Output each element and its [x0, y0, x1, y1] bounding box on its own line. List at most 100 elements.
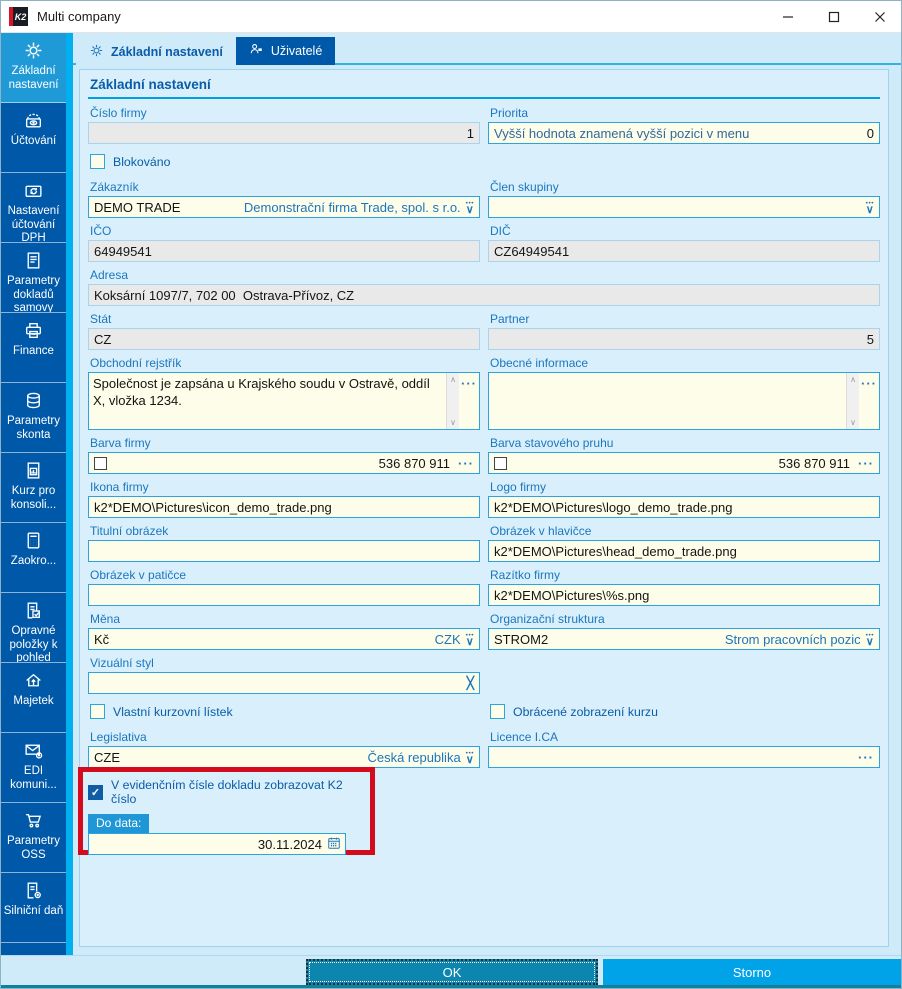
mena-field[interactable]: Kč CZK	[88, 628, 480, 650]
ellipsis-icon[interactable]	[861, 376, 877, 429]
lookup-icon[interactable]	[466, 201, 474, 214]
cash-icon	[1, 110, 66, 133]
calendar-icon[interactable]	[327, 836, 341, 853]
evidencni-cislo-checkbox[interactable]	[88, 784, 103, 800]
color-swatch[interactable]	[494, 456, 507, 470]
field-label: Organizační struktura	[490, 612, 605, 626]
priorita-field[interactable]: Vyšší hodnota znamená vyšší pozici v men…	[488, 122, 880, 144]
legislativa-field[interactable]: CZE Česká republika	[88, 746, 480, 768]
lookup-icon[interactable]	[466, 751, 474, 764]
sidebar-item-edi-komunikace[interactable]: EDI komuni...	[1, 733, 66, 803]
field-label: Stát	[90, 312, 112, 326]
storno-button[interactable]: Storno	[603, 959, 901, 985]
sidebar-item-zaokrouhleni[interactable]: Zaokro...	[1, 523, 66, 593]
minimize-button[interactable]	[765, 1, 811, 32]
field-label: IČO	[90, 224, 112, 238]
checkbox-label: Obrácené zobrazení kurzu	[513, 704, 658, 719]
razitko-firmy-field[interactable]: k2*DEMO\Pictures\%s.png	[488, 584, 880, 606]
sidebar-item-finance[interactable]: Finance	[1, 313, 66, 383]
titulni-obrazek-field[interactable]	[88, 540, 480, 562]
field-label: Obecné informace	[490, 356, 589, 370]
docgear-icon	[1, 880, 66, 903]
field-label: Razítko firmy	[490, 568, 561, 582]
chartdoc-icon	[1, 460, 66, 483]
zakaznik-field[interactable]: DEMO TRADE Demonstrační firma Trade, spo…	[88, 196, 480, 218]
vizualni-styl-field[interactable]	[88, 672, 480, 694]
field-label: Obrázek v patičce	[90, 568, 187, 582]
ellipsis-icon[interactable]	[461, 376, 477, 429]
sidebar-accent-stripe	[66, 33, 73, 955]
do-data-label: Do data:	[88, 814, 150, 833]
field-label: Barva firmy	[90, 436, 151, 450]
lookup-icon[interactable]	[866, 633, 874, 646]
org-struktura-field[interactable]: STROM2 Strom pracovních pozic	[488, 628, 880, 650]
sidebar-item-parametry-oss[interactable]: Parametry OSS	[1, 803, 66, 873]
field-label: Legislativa	[90, 730, 147, 744]
checkbox-label: Vlastní kurzovní lístek	[113, 704, 233, 719]
obecne-informace-field[interactable]: ∧ ∨	[488, 372, 880, 430]
lookup-icon[interactable]	[466, 633, 474, 646]
field-label: Číslo firmy	[90, 106, 147, 120]
bottom-separator	[1, 955, 901, 956]
cislo-firmy-field: 1	[88, 122, 480, 144]
ikona-firmy-field[interactable]: k2*DEMO\Pictures\icon_demo_trade.png	[88, 496, 480, 518]
calc-icon	[1, 530, 66, 553]
sidebar-item-zakladni-nastaveni[interactable]: Základní nastavení	[1, 33, 66, 103]
maximize-button[interactable]	[811, 1, 857, 32]
obchodni-rejstrik-field[interactable]: Společnost je zapsána u Krajského soudu …	[88, 372, 480, 430]
clen-skupiny-field[interactable]	[488, 196, 880, 218]
gear-icon	[89, 43, 104, 61]
sidebar-item-opravne-polozky[interactable]: Opravné položky k pohled	[1, 593, 66, 663]
ellipsis-icon[interactable]	[458, 456, 474, 471]
ellipsis-icon[interactable]	[858, 456, 874, 471]
vlastni-kurzovni-checkbox[interactable]	[90, 704, 105, 719]
field-label: Logo firmy	[490, 480, 547, 494]
barva-firmy-field[interactable]: 536 870 911	[88, 452, 480, 474]
tab-label: Uživatelé	[270, 44, 323, 58]
field-label: Partner	[490, 312, 530, 326]
obrazek-hlavicka-field[interactable]: k2*DEMO\Pictures\head_demo_trade.png	[488, 540, 880, 562]
window-bottom-edge	[1, 985, 901, 988]
annotation-highlight: V evidenčním čísle dokladu zobrazovat K2…	[78, 767, 375, 855]
section-rule	[88, 97, 880, 99]
partner-field: 5	[488, 328, 880, 350]
titlebar: K2 Multi company	[1, 1, 901, 33]
maximize-icon	[828, 11, 840, 22]
sidebar-item-nastaveni-uctovani-dph[interactable]: Nastavení účtování DPH	[1, 173, 66, 243]
logo-firmy-field[interactable]: k2*DEMO\Pictures\logo_demo_trade.png	[488, 496, 880, 518]
blokovano-checkbox[interactable]	[90, 154, 105, 169]
sidebar-item-parametry-skonta[interactable]: Parametry skonta	[1, 383, 66, 453]
field-label: Obchodní rejstřík	[90, 356, 182, 370]
window-title: Multi company	[37, 9, 121, 24]
lookup-icon[interactable]	[866, 201, 874, 214]
printer-icon	[1, 320, 66, 343]
minimize-icon	[783, 15, 793, 18]
color-swatch[interactable]	[94, 456, 107, 470]
sidebar-item-kurz-pro-konsolidaci[interactable]: Kurz pro konsoli...	[1, 453, 66, 523]
ok-button[interactable]: OK	[306, 959, 598, 985]
tab-zakladni-nastaveni[interactable]: Základní nastavení	[76, 37, 236, 67]
obracene-zobrazeni-checkbox[interactable]	[490, 704, 505, 719]
scrollbar[interactable]: ∧ ∨	[446, 373, 459, 429]
do-data-field[interactable]: 30.11.2024	[88, 833, 346, 855]
checkbox-label: V evidenčním čísle dokladu zobrazovat K2…	[111, 778, 343, 806]
field-label: Barva stavového pruhu	[490, 436, 614, 450]
sidebar-item-majetek[interactable]: Majetek	[1, 663, 66, 733]
ico-field: 64949541	[88, 240, 480, 262]
obrazek-paticka-field[interactable]	[88, 584, 480, 606]
scrollbar[interactable]: ∧ ∨	[846, 373, 859, 429]
ellipsis-icon[interactable]	[858, 750, 874, 765]
doc-icon	[1, 250, 66, 273]
tab-label: Základní nastavení	[111, 45, 223, 59]
tab-uzivatele[interactable]: Uživatelé	[235, 37, 336, 65]
style-picker-icon[interactable]	[467, 676, 474, 690]
field-label: Zákazník	[90, 180, 139, 194]
sidebar-item-silnicni-dan[interactable]: Silniční daň	[1, 873, 66, 943]
field-label: Měna	[90, 612, 121, 626]
licence-ica-field[interactable]	[488, 746, 880, 768]
sidebar-item-parametry-dokladu[interactable]: Parametry dokladů samovy	[1, 243, 66, 313]
close-button[interactable]	[857, 1, 901, 32]
barva-pruhu-field[interactable]: 536 870 911	[488, 452, 880, 474]
sidebar-item-uctovani[interactable]: Účtování	[1, 103, 66, 173]
field-label: Obrázek v hlavičce	[490, 524, 592, 538]
